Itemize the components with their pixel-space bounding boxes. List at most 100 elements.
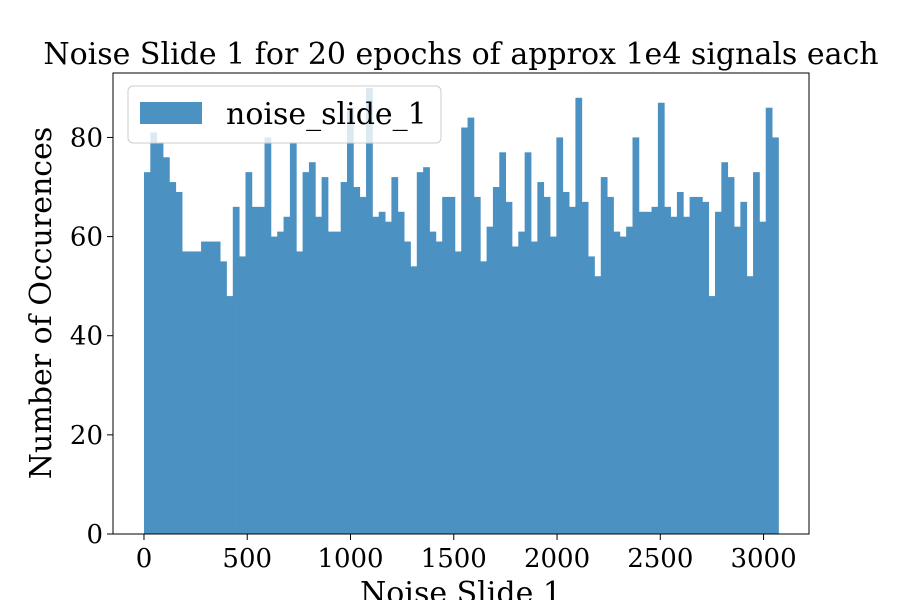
histogram-bar [708,296,716,534]
histogram-bar [423,167,430,534]
histogram-bar [410,266,418,534]
histogram-bar [765,107,773,535]
histogram-bar [702,201,710,534]
x-tick-label: 1000 [317,544,383,574]
histogram-bar [397,211,405,534]
y-tick-label: 20 [70,421,103,451]
histogram-bar [156,142,164,535]
histogram-bar [683,216,691,534]
histogram-bar [277,231,284,534]
histogram-bar [664,206,671,534]
histogram-bar [581,201,589,534]
histogram-bar [270,236,278,535]
histogram-bar [435,241,443,534]
histogram-bar [283,216,291,534]
histogram-bar [220,261,227,534]
histogram-bar [334,231,342,534]
histogram-bar [480,261,487,534]
x-tick-label: 2000 [524,544,590,574]
histogram-bar [213,241,221,534]
histogram-bar [524,152,532,534]
histogram-bar [302,172,310,535]
histogram-bar [727,177,735,534]
legend: noise_slide_1 [127,85,442,144]
y-axis-ticks: 0 20 40 60 80 [70,123,113,550]
histogram-bar [448,196,456,534]
histogram-bar [556,137,564,534]
y-tick-label: 40 [70,322,103,352]
histogram-bar [207,241,215,534]
histogram-bar [188,251,196,535]
histogram-bar [289,142,297,535]
histogram-bar [454,251,462,535]
histogram-bar [492,187,500,535]
y-axis-label: Number of Occurences [24,127,59,479]
histogram-bar [175,191,183,534]
histogram-bar [645,211,652,534]
x-axis-ticks: 0 500 1000 1500 2000 2500 3000 [136,534,797,574]
histogram-bar [607,196,614,534]
histogram-bar [619,236,627,535]
histogram-bar [651,206,659,534]
histogram-bar [613,231,621,534]
histogram-bar [404,241,411,534]
histogram-bar [505,201,513,534]
histogram-bar [600,177,608,534]
legend-label: noise_slide_1 [226,97,427,132]
histogram-bar [537,182,545,534]
histogram-bar [296,251,303,535]
x-tick-label: 500 [222,544,272,574]
histogram-bar [746,276,754,534]
histogram-bar [486,226,494,534]
histogram-bar [391,177,399,534]
histogram-bar [499,152,507,534]
histogram-bar [321,177,329,534]
histogram-bar [150,132,158,534]
histogram-bar [657,102,665,534]
histogram-bar [372,216,380,534]
legend-box [127,85,442,144]
histogram-bar [385,221,392,535]
histogram-bar [416,172,424,535]
histogram-bars [143,87,779,535]
histogram-bar [359,196,367,534]
histogram-bar [353,187,361,535]
histogram-bar [429,231,437,534]
x-tick-label: 3000 [730,544,796,574]
histogram-bar [258,206,265,534]
histogram-bar [340,182,348,534]
histogram-bar [550,236,557,535]
histogram-bar [670,216,678,534]
histogram-bar [315,216,323,534]
histogram-bar [366,87,373,534]
histogram-bar [588,256,595,534]
histogram-bar [632,137,640,534]
y-tick-label: 60 [70,223,103,253]
x-tick-label: 2500 [627,544,693,574]
histogram-bar [194,251,202,535]
histogram-bar [721,162,729,534]
y-tick-label: 0 [86,520,103,550]
histogram-bar [467,117,475,534]
histogram-bar [530,241,538,534]
histogram-bar [511,246,519,534]
histogram-bar [753,172,760,535]
histogram-bar [575,97,583,534]
histogram-bar [461,127,468,534]
histogram-bar [734,226,741,534]
y-tick-label: 80 [70,123,103,153]
histogram-bar [543,196,551,534]
histogram-bar [689,196,697,534]
histogram-bar [169,182,177,534]
histogram-bar [626,226,633,534]
histogram-bar [518,231,526,534]
plot-frame [112,72,810,535]
histogram-bar [676,191,684,534]
x-tick-label: 1500 [421,544,487,574]
histogram-bar [226,296,234,534]
histogram-bar [182,251,189,535]
histogram-bar [740,201,748,534]
histogram-bar [695,196,703,534]
histogram-bar [594,276,602,534]
